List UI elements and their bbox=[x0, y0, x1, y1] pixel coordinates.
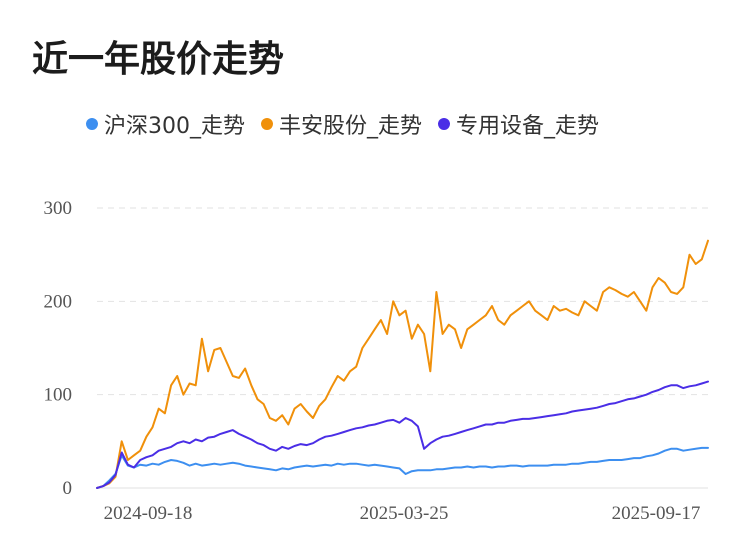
legend-label: 专用设备_走势 bbox=[456, 114, 600, 139]
legend-item-equipment[interactable]: 专用设备_走势 bbox=[438, 108, 599, 140]
legend-label: 沪深300_走势 bbox=[104, 114, 245, 139]
y-tick-label: 200 bbox=[44, 291, 73, 312]
legend-dot-icon bbox=[86, 118, 98, 130]
legend-dot-icon bbox=[261, 118, 273, 130]
y-tick-label: 100 bbox=[44, 385, 73, 406]
x-tick-label: 2025-03-25 bbox=[360, 503, 449, 524]
y-tick-label: 300 bbox=[44, 198, 73, 219]
chart-legend: 沪深300_走势 丰安股份_走势 专用设备_走势 bbox=[86, 108, 615, 140]
series-line-2 bbox=[96, 380, 709, 489]
legend-label: 丰安股份_走势 bbox=[279, 114, 423, 139]
x-tick-label: 2024-09-18 bbox=[104, 503, 193, 524]
y-tick-label: 0 bbox=[63, 478, 73, 499]
series-line-1 bbox=[96, 239, 709, 489]
legend-dot-icon bbox=[438, 118, 451, 130]
legend-item-fengan[interactable]: 丰安股份_走势 bbox=[261, 108, 422, 140]
x-tick-label: 2025-09-17 bbox=[612, 503, 701, 524]
series-line-0 bbox=[96, 446, 709, 489]
chart-title: 近一年股价走势 bbox=[32, 39, 285, 80]
legend-item-hs300[interactable]: 沪深300_走势 bbox=[86, 108, 245, 140]
